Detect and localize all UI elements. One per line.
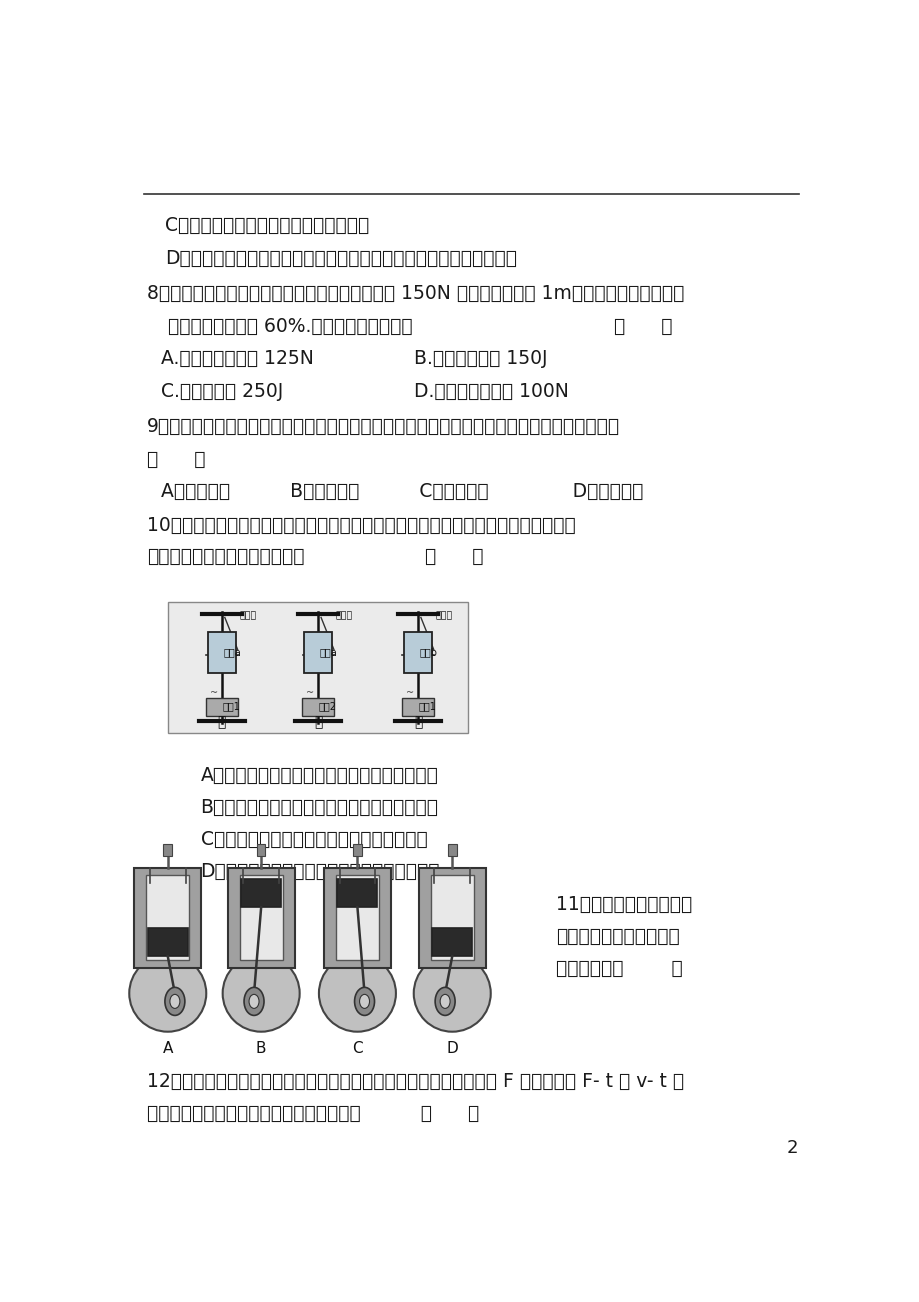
Text: A．吸气冲程          B．压缩冲程          C．做功冲程              D．排气冲程: A．吸气冲程 B．压缩冲程 C．做功冲程 D．排气冲程 [161, 482, 643, 501]
Text: 12、如图甲所示，放在水平地面上的物体，受到方向不变的水平拉力 F 的作用，其 F- t 和 v- t 图: 12、如图甲所示，放在水平地面上的物体，受到方向不变的水平拉力 F 的作用，其 … [147, 1072, 684, 1091]
Bar [241, 879, 281, 907]
Text: 2: 2 [786, 1139, 798, 1156]
Bar [208, 633, 236, 673]
Bar [134, 868, 201, 969]
Text: D．比较不同燃料的热值，不可以选择甲乙两图: D．比较不同燃料的热值，不可以选择甲乙两图 [200, 862, 439, 881]
Bar [418, 868, 485, 969]
Bar [403, 633, 432, 673]
Bar [430, 875, 473, 961]
Bar [146, 875, 189, 961]
Text: （      ）: （ ） [425, 547, 483, 566]
Circle shape [435, 987, 455, 1016]
Text: 的四个冲程，其中属于做: 的四个冲程，其中属于做 [555, 927, 678, 947]
Bar [402, 698, 434, 716]
Circle shape [359, 995, 369, 1009]
Circle shape [170, 995, 180, 1009]
Bar [206, 698, 238, 716]
Text: A．比较不同液体的比热容，可以选择甲丙两图: A．比较不同液体的比热容，可以选择甲丙两图 [200, 766, 438, 785]
Bar [227, 868, 294, 969]
Text: B: B [255, 1042, 267, 1056]
Text: D．比热是物质的特性之一，跟热量、质量、温度的变化等因素都无关: D．比热是物质的特性之一，跟热量、质量、温度的变化等因素都无关 [165, 249, 516, 267]
Text: C．物质的比热容跟它的温度变化成反比: C．物质的比热容跟它的温度变化成反比 [165, 216, 369, 236]
Text: B.有用功一定是 150J: B.有用功一定是 150J [414, 349, 548, 367]
Text: B．比较不同液体的比热容，可以选择乙丙两图: B．比较不同液体的比热容，可以选择乙丙两图 [200, 798, 438, 816]
Circle shape [165, 987, 185, 1016]
Bar [301, 698, 334, 716]
Text: 甲: 甲 [218, 716, 226, 729]
Text: ~: ~ [210, 687, 218, 698]
Text: 功冲程的是（        ）: 功冲程的是（ ） [555, 960, 682, 978]
Circle shape [244, 987, 264, 1016]
Ellipse shape [319, 954, 395, 1031]
Ellipse shape [129, 954, 206, 1031]
Text: ~: ~ [405, 687, 414, 698]
Bar [148, 928, 187, 956]
Text: ~: ~ [306, 687, 314, 698]
Text: （      ）: （ ） [614, 316, 672, 336]
Text: 液体a: 液体a [223, 647, 241, 658]
Text: 9、从能量转换的角度看，一台四冲程内燃机在一个循环中，存在着机械能转化为内能过程的是: 9、从能量转换的角度看，一台四冲程内燃机在一个循环中，存在着机械能转化为内能过程… [147, 417, 619, 436]
Text: C．比较不同燃料的热值，可以选择乙丙两图: C．比较不同燃料的热值，可以选择乙丙两图 [200, 829, 426, 849]
Text: D.动滑轮重一定是 100N: D.动滑轮重一定是 100N [414, 381, 569, 401]
Circle shape [439, 995, 449, 1009]
Text: C: C [352, 1042, 362, 1056]
Bar [168, 603, 468, 733]
Text: 液体a: 液体a [319, 647, 337, 658]
Text: 11、如图是汽油机工作时: 11、如图是汽油机工作时 [555, 894, 691, 914]
Bar [448, 844, 456, 855]
Text: 乙: 乙 [313, 716, 322, 729]
Text: A.拉力大小一定是 125N: A.拉力大小一定是 125N [161, 349, 314, 367]
Text: 丙: 丙 [414, 716, 422, 729]
Text: 液体b: 液体b [419, 647, 437, 658]
Text: C.总功一定是 250J: C.总功一定是 250J [161, 381, 283, 401]
Text: D: D [446, 1042, 458, 1056]
Text: 燃料1: 燃料1 [222, 702, 240, 712]
Bar [337, 879, 377, 907]
Bar [432, 928, 471, 956]
Bar [303, 633, 332, 673]
Text: （      ）: （ ） [147, 450, 205, 469]
Bar [323, 868, 391, 969]
Bar [353, 844, 361, 855]
Bar [240, 875, 282, 961]
Text: 燃料2: 燃料2 [319, 702, 336, 712]
Circle shape [354, 987, 374, 1016]
Text: 燃料1: 燃料1 [418, 702, 437, 712]
Text: 温度计: 温度计 [436, 611, 453, 620]
Text: 10、如图所示，甲、乙、丙三图中的装置完全相同，燃料的质量相同，烧杯内的液体: 10、如图所示，甲、乙、丙三图中的装置完全相同，燃料的质量相同，烧杯内的液体 [147, 516, 575, 535]
Text: 8、用一个定滑轮和一个动滑轮组成的滑轮组把重 150N 的物体匀速提升 1m，不计摩擦和绳重，滑: 8、用一个定滑轮和一个动滑轮组成的滑轮组把重 150N 的物体匀速提升 1m，不… [147, 284, 684, 302]
Bar [256, 844, 266, 855]
Text: 质量也相同，下列说法正确的是: 质量也相同，下列说法正确的是 [147, 547, 304, 566]
Text: 像分别如图乙、丙所示，下列说法正确的是          （      ）: 像分别如图乙、丙所示，下列说法正确的是 （ ） [147, 1104, 479, 1122]
Ellipse shape [222, 954, 300, 1031]
Text: 轮组的机械效率为 60%.则下列选项错误的是: 轮组的机械效率为 60%.则下列选项错误的是 [168, 316, 413, 336]
Circle shape [249, 995, 259, 1009]
Text: 温度计: 温度计 [240, 611, 256, 620]
Text: 温度计: 温度计 [335, 611, 353, 620]
Bar [335, 875, 379, 961]
Ellipse shape [414, 954, 490, 1031]
Text: A: A [163, 1042, 173, 1056]
Bar [164, 844, 172, 855]
